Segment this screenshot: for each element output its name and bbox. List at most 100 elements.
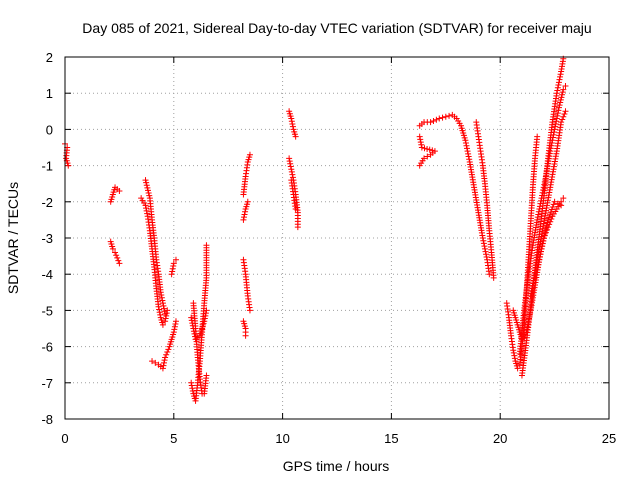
data-point	[144, 187, 151, 194]
data-point	[159, 365, 166, 372]
data-point	[292, 206, 299, 213]
data-point	[203, 372, 210, 379]
data-point	[161, 359, 168, 366]
y-tick-label: -5	[41, 303, 53, 318]
data-point	[464, 145, 471, 152]
x-tick-label: 10	[275, 431, 289, 446]
y-tick-label: -2	[41, 195, 53, 210]
data-point	[164, 307, 171, 314]
data-point	[143, 207, 150, 214]
data-point	[511, 352, 518, 359]
data-point	[539, 240, 546, 247]
data-point	[142, 177, 149, 184]
y-tick-label: 2	[46, 50, 53, 65]
data-point	[169, 268, 176, 275]
data-point	[555, 82, 562, 89]
data-point	[143, 179, 150, 186]
data-point	[157, 311, 164, 318]
data-point	[562, 82, 569, 89]
data-point	[550, 201, 557, 208]
data-point	[188, 379, 195, 386]
data-point	[462, 139, 469, 146]
data-point	[152, 359, 159, 366]
data-point	[433, 116, 440, 123]
data-point	[557, 99, 564, 106]
data-point	[241, 211, 248, 218]
data-point	[172, 318, 179, 325]
data-point	[288, 166, 295, 173]
data-point	[189, 320, 196, 327]
data-point	[481, 243, 488, 250]
data-point	[535, 208, 542, 215]
data-point	[244, 198, 251, 205]
data-point	[546, 211, 553, 218]
data-point	[541, 232, 548, 239]
data-point	[555, 79, 562, 86]
data-point	[114, 254, 121, 261]
data-point	[287, 160, 294, 167]
data-point	[562, 108, 569, 115]
data-point	[417, 139, 424, 146]
data-point	[542, 227, 549, 234]
data-point	[155, 303, 162, 310]
data-point	[540, 235, 547, 242]
data-point	[559, 89, 566, 96]
data-point	[439, 114, 446, 121]
data-point	[442, 113, 449, 120]
data-point	[430, 117, 437, 124]
data-point	[490, 274, 497, 281]
data-point	[170, 263, 177, 270]
data-point	[417, 136, 424, 143]
data-point	[427, 119, 434, 126]
data-point	[534, 264, 541, 271]
data-point	[294, 224, 301, 231]
data-point	[553, 115, 560, 122]
x-tick-label: 0	[61, 431, 68, 446]
data-point	[192, 333, 199, 340]
data-point	[158, 294, 165, 301]
x-ticks: 0 5 10 15 20 25	[61, 57, 616, 446]
data-point	[171, 323, 178, 330]
data-point	[202, 312, 209, 319]
data-point	[240, 216, 247, 223]
data-point	[109, 245, 116, 252]
data-point	[535, 211, 542, 218]
data-point	[160, 302, 167, 309]
data-point	[424, 145, 431, 152]
x-tick-label: 5	[170, 431, 177, 446]
data-point	[537, 248, 544, 255]
data-point	[464, 148, 471, 155]
x-tick-label: 25	[602, 431, 616, 446]
data-point	[168, 271, 175, 278]
data-point	[553, 118, 560, 125]
data-point	[162, 315, 169, 322]
data-point	[480, 237, 487, 244]
data-point	[556, 102, 563, 109]
data-point	[418, 144, 425, 151]
data-point	[201, 315, 208, 322]
data-point	[555, 107, 562, 114]
y-tick-label: -7	[41, 376, 53, 391]
data-point	[202, 310, 209, 317]
data-point	[188, 317, 195, 324]
data-point	[418, 141, 425, 148]
data-point	[188, 314, 195, 321]
data-point	[557, 73, 564, 80]
data-point	[162, 311, 169, 318]
data-point	[431, 148, 438, 155]
data-point	[172, 320, 179, 327]
data-point	[541, 181, 548, 188]
data-point	[170, 329, 177, 336]
data-point	[537, 251, 544, 258]
chart-title: Day 085 of 2021, Sidereal Day-to-day VTE…	[82, 20, 591, 36]
data-point	[424, 153, 431, 160]
data-point	[465, 150, 472, 157]
data-point	[286, 158, 293, 165]
data-point	[544, 219, 551, 226]
x-tick-label: 15	[384, 431, 398, 446]
data-point	[144, 210, 151, 217]
data-point	[426, 146, 433, 153]
data-point	[170, 260, 177, 267]
data-point	[539, 243, 546, 250]
